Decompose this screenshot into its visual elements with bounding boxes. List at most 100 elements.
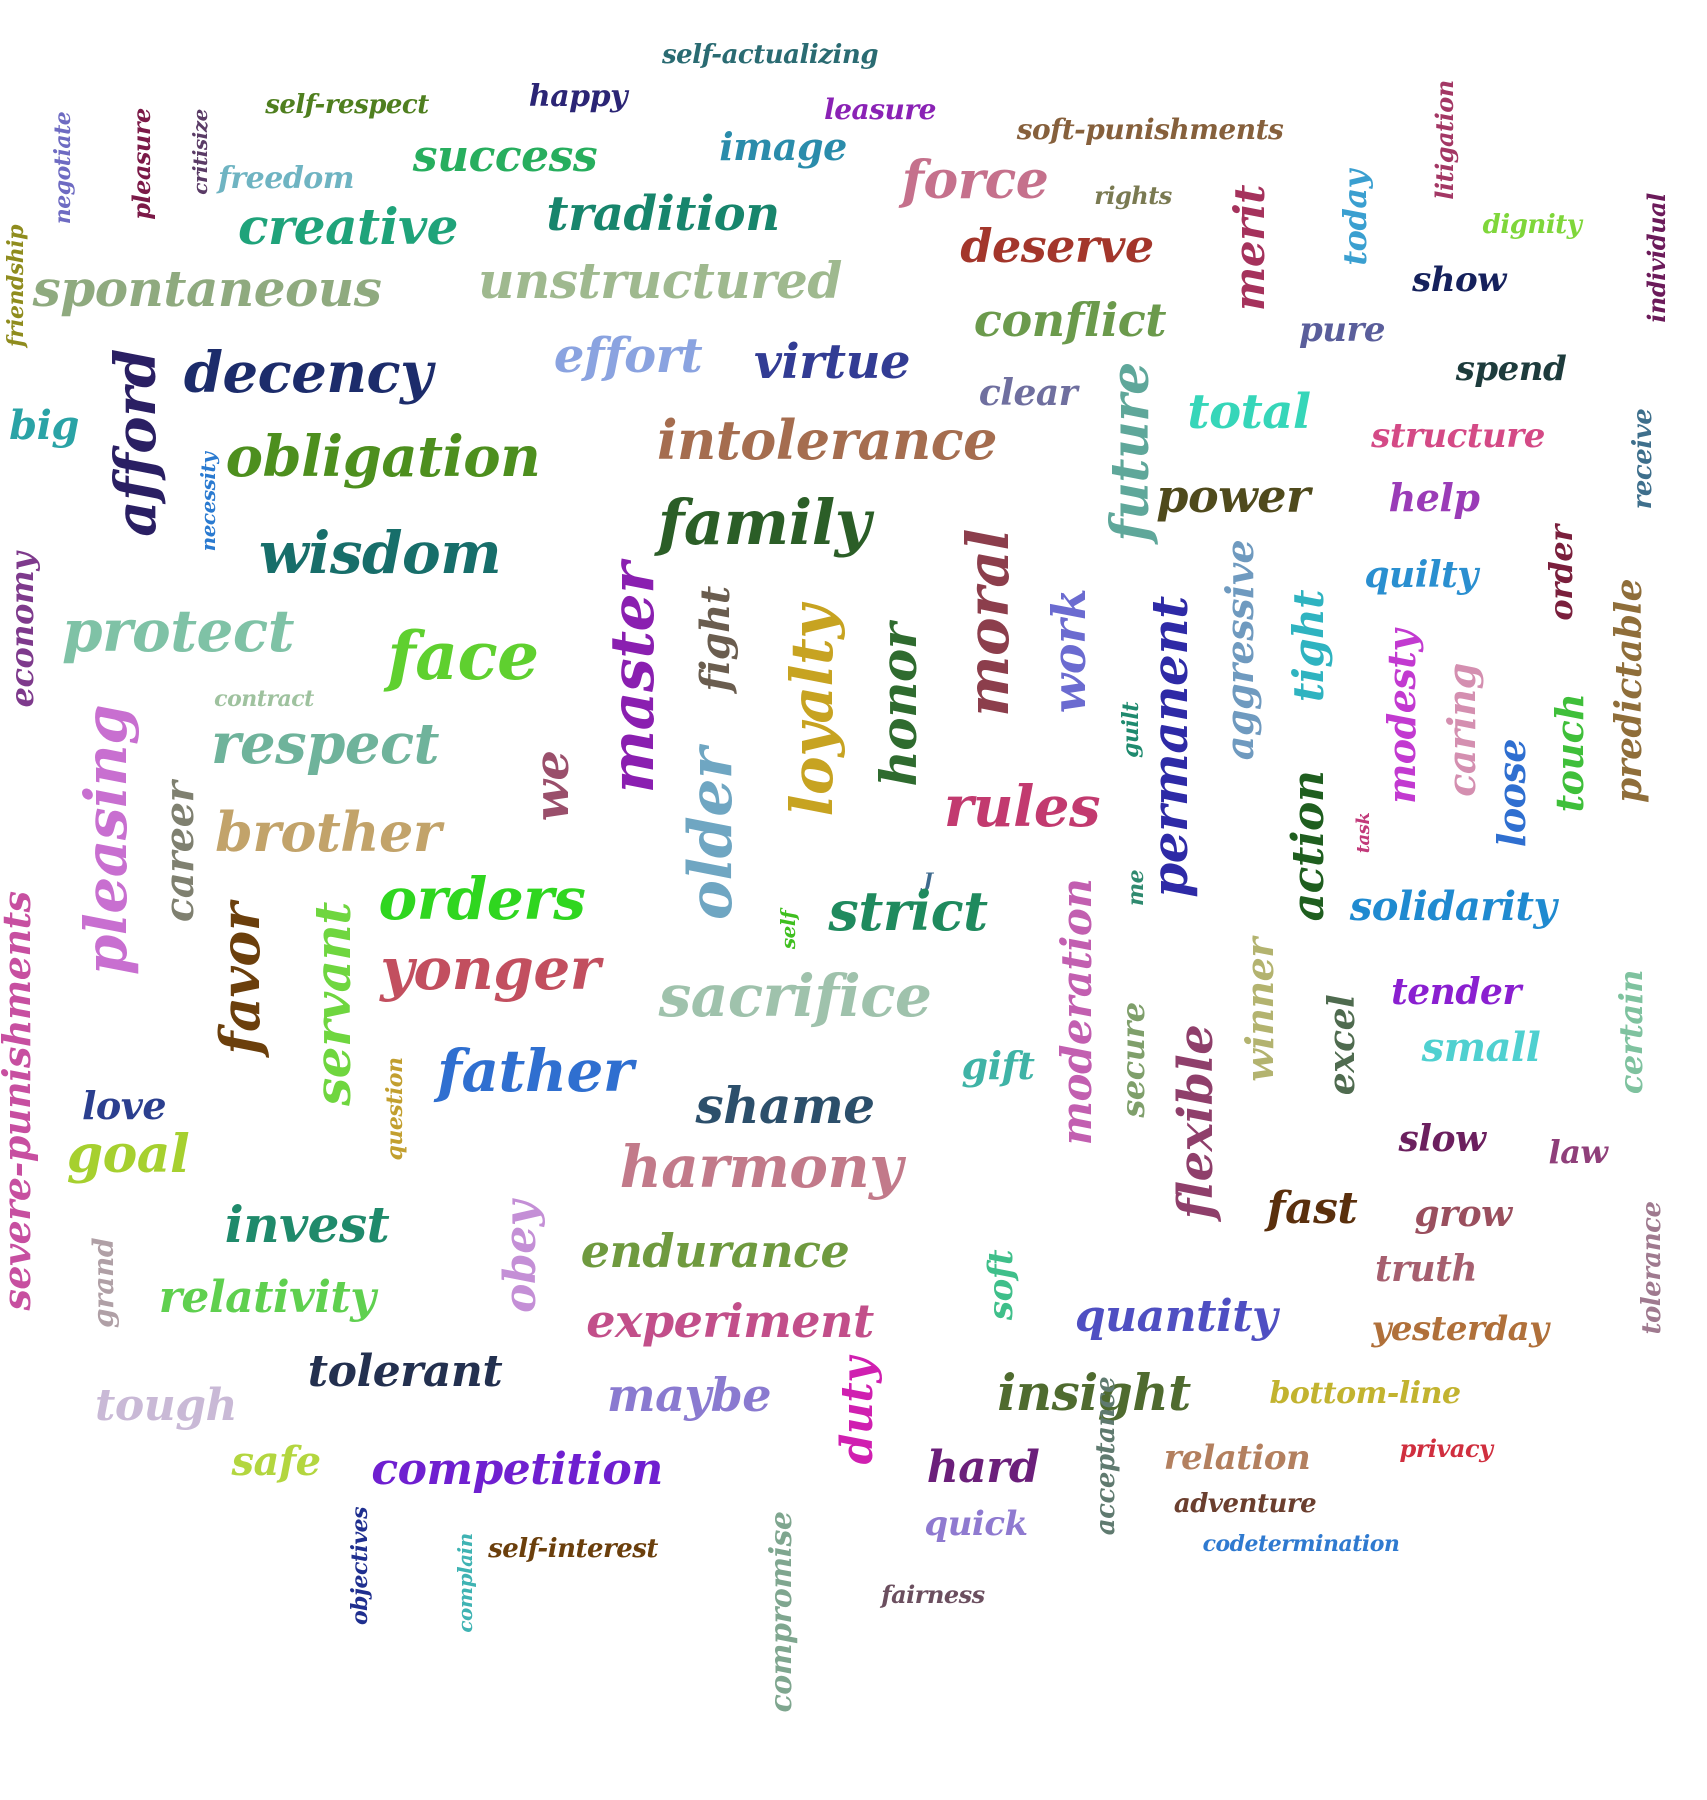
word-bottom-line: bottom-line [1269, 1376, 1461, 1411]
word-privacy: privacy [1399, 1434, 1493, 1463]
word-competition: competition [371, 1444, 663, 1495]
word-merit: merit [1225, 184, 1274, 312]
word-safe: safe [231, 1438, 321, 1485]
word-we: we [524, 750, 580, 822]
word-j: J [923, 868, 933, 892]
word-question: question [382, 1057, 408, 1161]
word-tolerant: tolerant [307, 1346, 503, 1397]
word-sacrifice: sacrifice [658, 962, 932, 1030]
word-honor: honor [869, 623, 928, 787]
word-unstructured: unstructured [478, 251, 842, 310]
word-flexible: flexible [1168, 1024, 1224, 1220]
word-tender: tender [1391, 971, 1521, 1013]
word-endurance: endurance [580, 1224, 850, 1278]
word-relation: relation [1163, 1438, 1311, 1478]
word-permanent: permanent [1140, 596, 1199, 898]
word-rules: rules [943, 774, 1101, 840]
word-objectives: objectives [347, 1506, 373, 1626]
word-quilty: quilty [1364, 554, 1478, 596]
word-contract: contract [214, 686, 314, 712]
word-intolerance: intolerance [656, 408, 998, 472]
word-career: career [156, 781, 203, 923]
word-fairness: fairness [881, 1580, 985, 1609]
word-aggressive: aggressive [1217, 539, 1262, 761]
word-tough: tough [95, 1380, 237, 1431]
word-older: older [676, 747, 746, 921]
word-touch: touch [1547, 693, 1592, 813]
word-yonger: yonger [380, 935, 600, 1003]
word-law: law [1548, 1133, 1608, 1171]
word-strict: strict [828, 879, 988, 943]
word-quick: quick [924, 1504, 1028, 1544]
word-master: master [598, 562, 668, 794]
word-small: small [1421, 1024, 1541, 1071]
word-gift: gift [961, 1043, 1035, 1088]
word-work: work [1042, 588, 1096, 714]
word-brother: brother [215, 800, 441, 864]
word-respect: respect [211, 711, 439, 777]
word-secure: secure [1114, 1002, 1152, 1118]
word-face: face [387, 617, 539, 695]
word-power: power [1156, 469, 1310, 523]
word-deserve: deserve [960, 219, 1154, 273]
word-rights: rights [1094, 181, 1172, 210]
word-servant: servant [303, 902, 362, 1106]
word-big: big [9, 402, 79, 449]
word-self: self [776, 910, 800, 950]
word-guilt: guilt [1118, 702, 1144, 758]
word-wisdom: wisdom [258, 519, 502, 587]
word-structure: structure [1371, 416, 1545, 456]
word-effort: effort [553, 328, 703, 384]
word-soft: soft [981, 1249, 1021, 1321]
word-order: order [1542, 525, 1580, 621]
word-obey: obey [495, 1201, 546, 1313]
word-fast: fast [1266, 1183, 1358, 1234]
word-spend: spend [1455, 349, 1567, 389]
word-father: father [437, 1037, 633, 1105]
word-tolerance: tolerance [1637, 1201, 1667, 1335]
word-adventure: adventure [1173, 1489, 1317, 1519]
word-caring: caring [1439, 663, 1484, 797]
word-certain: certain [1612, 969, 1650, 1095]
word-maybe: maybe [606, 1368, 772, 1422]
word-winner: winner [1237, 938, 1282, 1082]
word-slow: slow [1398, 1118, 1486, 1160]
word-pleasing: pleasing [72, 704, 140, 976]
word-modesty: modesty [1379, 630, 1424, 804]
word-insight: insight [997, 1363, 1191, 1422]
word-moderation: moderation [1052, 878, 1101, 1146]
word-tradition: tradition [546, 186, 780, 242]
word-self-respect: self-respect [265, 90, 429, 120]
word-action: action [1283, 770, 1334, 922]
word-grow: grow [1414, 1193, 1512, 1235]
word-total: total [1187, 384, 1311, 440]
word-orders: orders [378, 865, 586, 933]
word-family: family [657, 486, 871, 559]
word-acceptance: acceptance [1091, 1376, 1121, 1536]
word-litigation: litigation [1430, 80, 1459, 200]
word-experiment: experiment [586, 1294, 874, 1348]
word-clear: clear [978, 372, 1078, 414]
word-invest: invest [224, 1195, 390, 1254]
word-show: show [1412, 260, 1506, 300]
word-loose: loose [1489, 738, 1534, 848]
word-loyalty: loyalty [778, 605, 846, 817]
word-critisize: critisize [188, 109, 212, 195]
word-predictable: predictable [1608, 578, 1650, 804]
word-individual: individual [1642, 193, 1671, 323]
word-happy: happy [528, 79, 628, 114]
word-necessity: necessity [196, 452, 220, 552]
word-quantity: quantity [1074, 1291, 1278, 1342]
word-receive: receive [1628, 408, 1658, 510]
word-complain: complain [453, 1533, 477, 1633]
word-soft-punishments: soft-punishments [1016, 113, 1284, 146]
word-negotiate: negotiate [50, 111, 76, 225]
word-excel: excel [1321, 994, 1363, 1096]
word-me: me [1123, 869, 1149, 907]
word-severe-punishments: severe-punishments [0, 891, 39, 1311]
word-moral: moral [954, 529, 1022, 717]
word-freedom: freedom [217, 161, 355, 196]
word-afford: afford [103, 349, 169, 537]
word-harmony: harmony [619, 1133, 903, 1201]
